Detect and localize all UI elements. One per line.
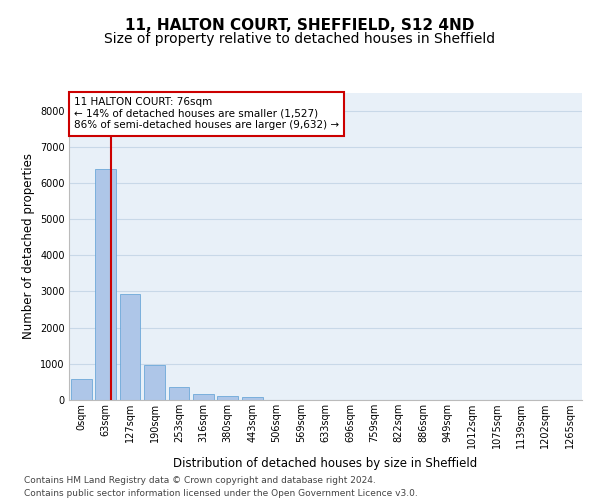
Bar xyxy=(169,387,190,400)
Bar xyxy=(242,396,263,400)
Bar xyxy=(193,394,214,400)
Bar xyxy=(144,364,165,400)
Bar xyxy=(95,169,116,400)
Text: 11 HALTON COURT: 76sqm
← 14% of detached houses are smaller (1,527)
86% of semi-: 11 HALTON COURT: 76sqm ← 14% of detached… xyxy=(74,97,339,130)
Text: Contains public sector information licensed under the Open Government Licence v3: Contains public sector information licen… xyxy=(24,489,418,498)
Text: 11, HALTON COURT, SHEFFIELD, S12 4ND: 11, HALTON COURT, SHEFFIELD, S12 4ND xyxy=(125,18,475,32)
Bar xyxy=(119,294,140,400)
Y-axis label: Number of detached properties: Number of detached properties xyxy=(22,153,35,339)
X-axis label: Distribution of detached houses by size in Sheffield: Distribution of detached houses by size … xyxy=(173,456,478,469)
Text: Contains HM Land Registry data © Crown copyright and database right 2024.: Contains HM Land Registry data © Crown c… xyxy=(24,476,376,485)
Text: Size of property relative to detached houses in Sheffield: Size of property relative to detached ho… xyxy=(104,32,496,46)
Bar xyxy=(71,379,92,400)
Bar xyxy=(217,396,238,400)
